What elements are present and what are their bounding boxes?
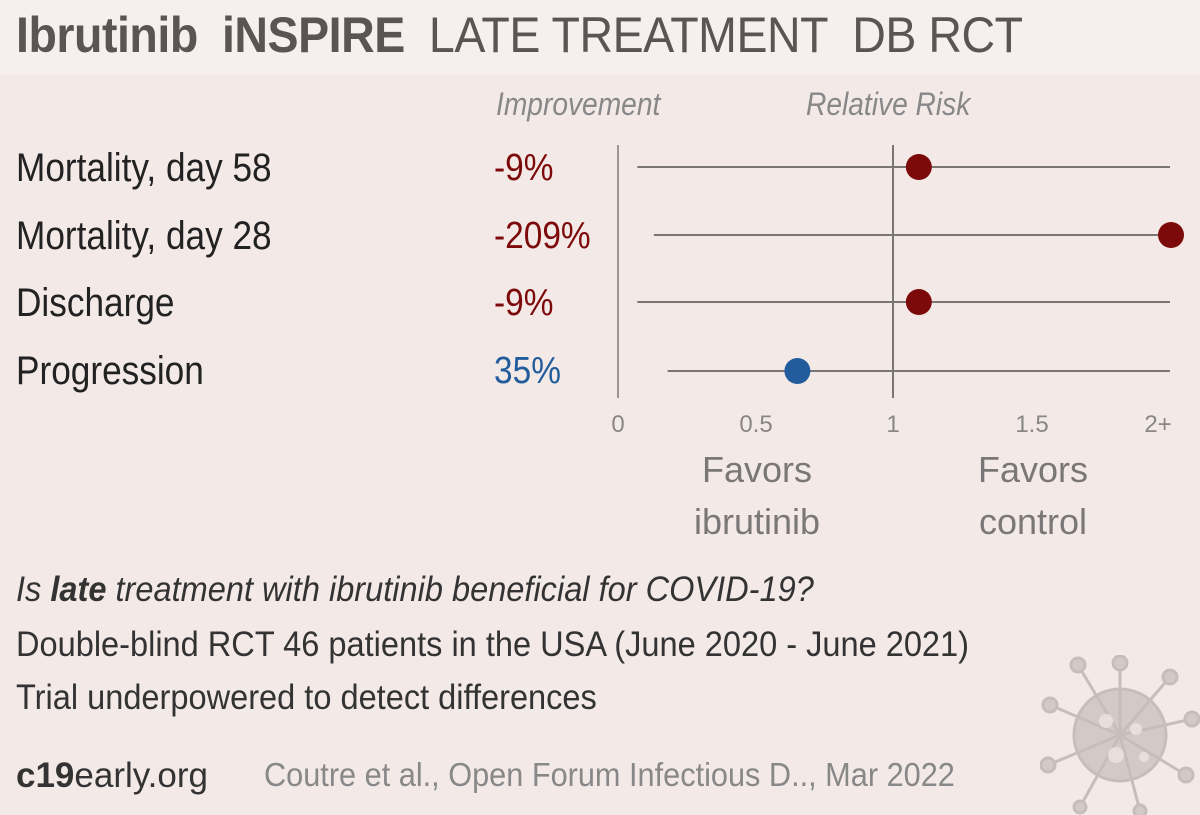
row-improvement-mortality-day-58: -9% — [494, 147, 554, 189]
rr-point-row-2 — [905, 289, 932, 315]
improvement-column-header: Improvement — [496, 86, 661, 122]
rr-point-row-0 — [905, 154, 932, 180]
virus-watermark-icon — [1040, 655, 1200, 815]
row-label-mortality-day-28: Mortality, day 28 — [16, 214, 272, 258]
x-tick-label: 1 — [886, 411, 899, 438]
forest-plot: 0 0.5 1 1.5 2+ — [611, 145, 1184, 438]
row-label-mortality-day-58: Mortality, day 58 — [16, 146, 272, 190]
x-tick-label: 0 — [611, 411, 624, 438]
x-tick-label: 0.5 — [739, 411, 772, 438]
title-stage: LATE TREATMENT — [428, 7, 829, 63]
summary-design-line: Double-blind RCT 46 patients in the USA … — [16, 625, 969, 664]
favors-control-label: Favors control — [977, 449, 1089, 542]
favors-ibrutinib-label: Favors ibrutinib — [693, 449, 821, 542]
summary-question: Is late treatment with ibrutinib benefic… — [16, 570, 814, 609]
title-drug: Ibrutinib — [16, 7, 198, 63]
site-logo: c19early.org — [16, 756, 208, 795]
row-label-progression: Progression — [16, 349, 204, 393]
citation-text: Coutre et al., Open Forum Infectious D..… — [264, 756, 955, 793]
row-improvement-mortality-day-28: -209% — [494, 215, 591, 257]
row-label-discharge: Discharge — [16, 281, 175, 325]
x-tick-label: 2+ — [1144, 411, 1171, 438]
title-trial: iNSPIRE — [221, 7, 405, 63]
row-improvement-progression: 35% — [494, 350, 561, 392]
rr-point-row-3 — [784, 358, 811, 384]
relative-risk-column-header: Relative Risk — [806, 86, 971, 122]
rr-point-row-1 — [1158, 222, 1184, 248]
title-design: DB RCT — [852, 7, 1023, 63]
page-title: Ibrutinib iNSPIRE LATE TREATMENT DB RCT — [16, 6, 1047, 64]
header-bar — [0, 0, 1200, 75]
row-improvement-discharge: -9% — [494, 282, 554, 324]
summary-power-line: Trial underpowered to detect differences — [16, 678, 597, 717]
x-tick-label: 1.5 — [1015, 411, 1048, 438]
